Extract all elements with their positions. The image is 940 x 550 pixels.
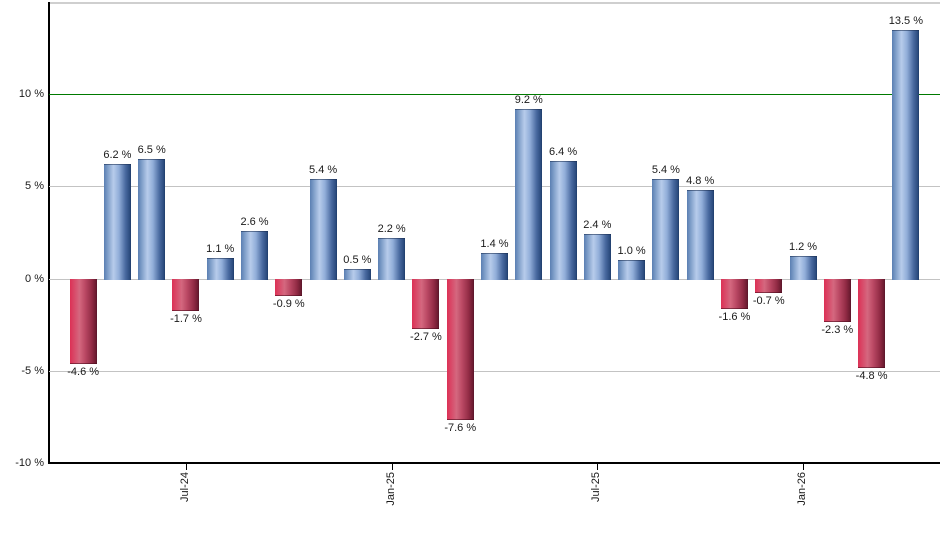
y-axis-line [48,2,50,464]
bar-value-label: 2.4 % [583,219,612,232]
bar-positive [103,164,131,280]
bar-positive [481,252,508,280]
bar-value-label: 6.2 % [103,149,132,162]
bar-value-label: 4.8 % [686,175,715,188]
bar-positive [789,256,817,280]
bar-positive [583,234,611,280]
bar-value-label: 2.6 % [240,215,269,228]
bar-positive [138,158,166,280]
x-axis-tick-mark [185,464,187,470]
bar-value-label: 5.4 % [309,164,338,177]
bar-value-label: -2.7 % [410,331,442,344]
bar-positive [343,269,371,280]
bar-positive [378,238,406,280]
bar-negative [412,278,440,330]
bar-value-label: -0.7 % [752,294,785,307]
bar-value-label: 6.5 % [137,143,166,156]
bar-value-label: 9.2 % [514,93,543,106]
bar-value-label: 1.1 % [206,243,235,256]
bar-value-label: -1.7 % [170,312,202,325]
y-axis-tick-label: -5 % [21,365,44,377]
bar-value-label: 2.2 % [377,223,406,236]
bar-value-label: -2.3 % [821,324,854,336]
reference-line-10pct [49,94,940,95]
x-axis-tick-label: Jul-25 [590,472,603,502]
bar-value-label: 13.5 % [888,14,923,27]
bar-value-label: 1.4 % [480,237,509,250]
x-axis-tick-label: Jul-24 [178,472,191,502]
bar-negative [858,278,886,369]
bar-positive [549,160,577,280]
bar-positive [515,108,543,280]
bar-negative [69,278,97,365]
bar-negative [823,278,851,322]
bar-positive [206,258,234,280]
plot-top-border [49,2,940,4]
bar-positive [309,179,337,280]
bar-positive [686,190,714,280]
y-axis-tick-label: 5 % [25,180,44,192]
bar-positive [241,230,269,280]
x-axis-tick-mark [597,464,599,470]
bar-negative [446,278,474,420]
x-axis-tick-mark [391,464,393,470]
bar-value-label: 0.5 % [343,254,372,267]
bar-positive [618,260,646,280]
gridline [49,371,940,372]
bar-negative [755,278,783,293]
bar-value-label: -0.9 % [272,298,305,311]
x-axis-tick-label: Jan-25 [384,472,397,506]
bar-value-label: -4.6 % [67,366,100,379]
y-axis-tick-label: 10 % [18,88,44,100]
bar-value-label: -4.8 % [855,370,888,383]
y-axis-tick-label: 0 % [25,273,44,285]
x-axis-tick-label: Jan-26 [796,472,809,506]
bar-value-label: 1.2 % [788,241,818,254]
bar-negative [172,278,200,311]
bar-value-label: 5.4 % [651,164,680,177]
bar-positive [892,29,920,280]
x-axis-line [48,462,940,464]
bar-value-label: -1.6 % [718,311,751,324]
bar-value-label: -7.6 % [444,421,477,434]
bar-value-label: 1.0 % [617,245,646,258]
bar-negative [720,278,748,310]
bar-positive [652,179,680,280]
bar-value-label: 6.4 % [548,145,578,158]
bar-negative [275,278,303,297]
x-axis-tick-mark [803,464,805,470]
gridline [49,186,940,187]
y-axis-tick-label: -10 % [15,457,44,469]
